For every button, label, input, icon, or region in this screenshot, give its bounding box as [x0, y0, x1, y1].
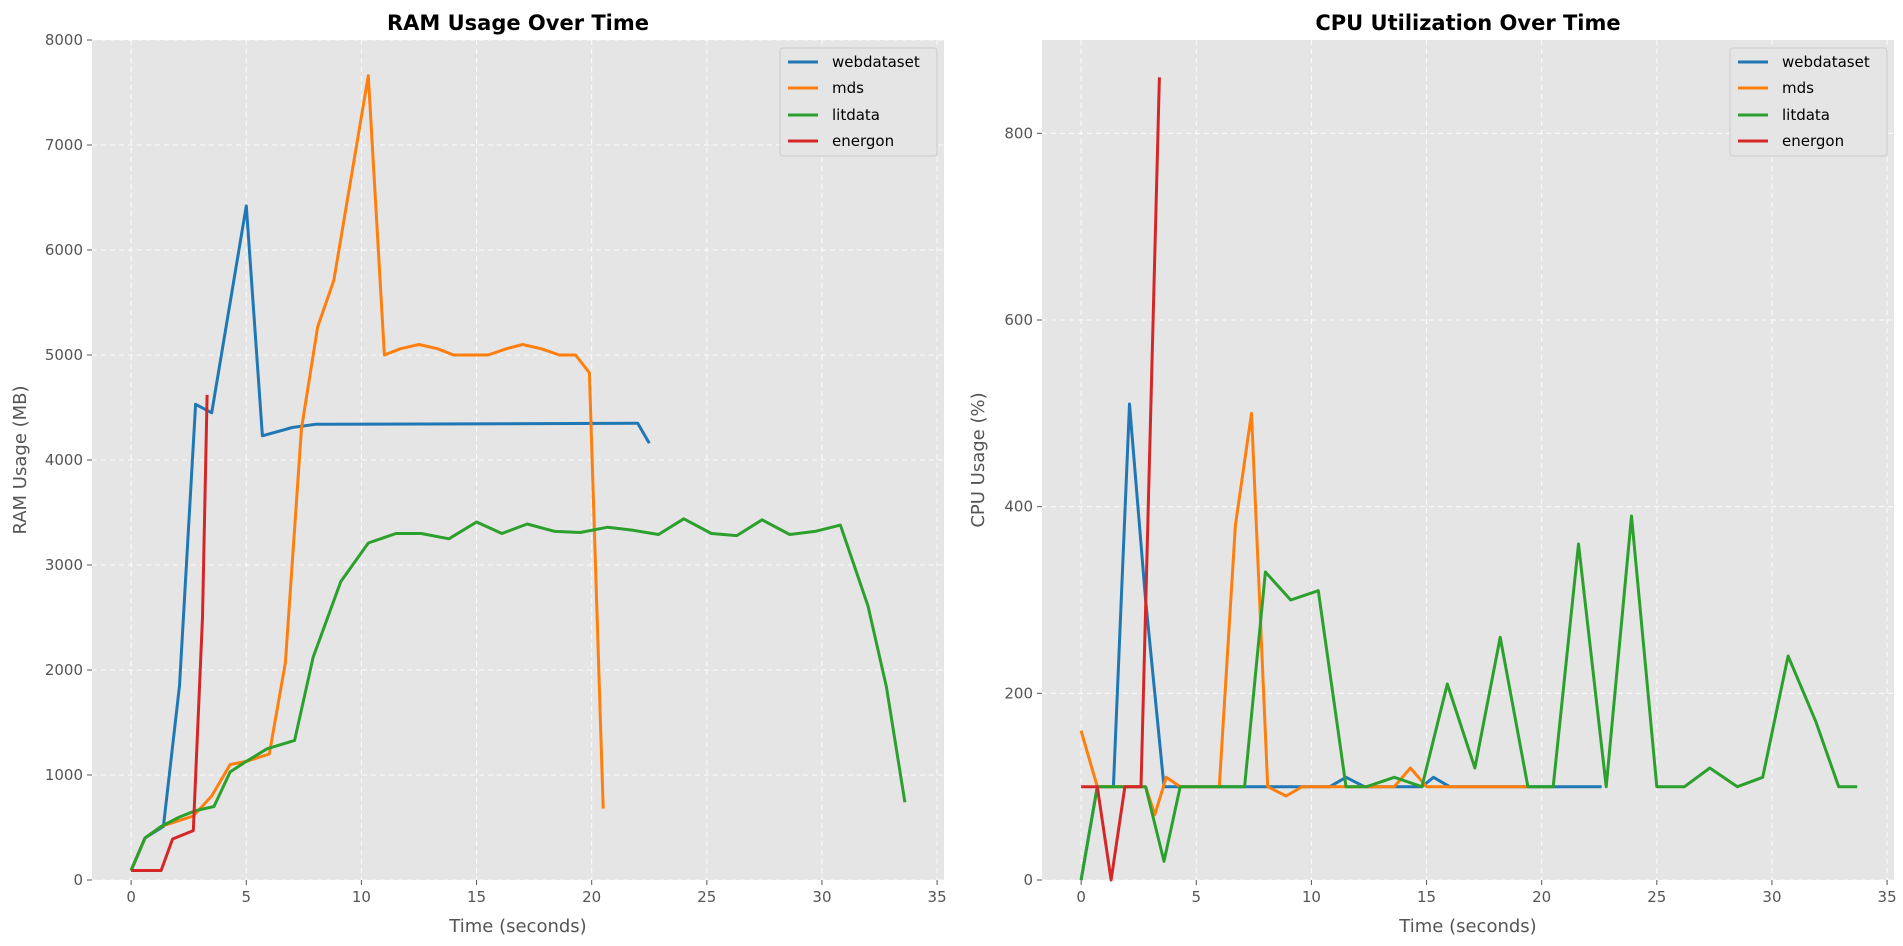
ram-series-line-energon: [131, 394, 209, 872]
cpu-x-tick-label: 30: [1762, 888, 1781, 906]
cpu-legend-label-webdataset: webdataset: [1782, 53, 1870, 71]
cpu-series-line-litdata: [1079, 514, 1858, 881]
cpu-legend-label-litdata: litdata: [1782, 106, 1830, 124]
cpu-y-tick-label: 0: [1023, 871, 1033, 889]
ram-y-tick-label: 2000: [45, 661, 83, 679]
ram-x-tick-label: 15: [467, 888, 486, 906]
cpu-grid: [1042, 40, 1894, 881]
ram-x-tick-label: 0: [126, 888, 136, 906]
cpu-y-tick-label: 400: [1004, 498, 1033, 516]
ram-legend-box: [779, 47, 938, 157]
ram-series-line-litdata: [129, 517, 907, 872]
ram-x-tick-label: 20: [582, 888, 601, 906]
cpu-plot-area: [1042, 40, 1894, 880]
ram-legend-label-energon: energon: [832, 132, 894, 150]
ram-grid: [92, 39, 944, 881]
cpu-y-tick-label: 200: [1004, 684, 1033, 702]
ram-chart-panel: 0 5 10 15 20 25 30 35 0 1000 2000 3000 4000 5000 6000 7…: [10, 11, 947, 937]
ram-legend-label-webdataset: webdataset: [832, 53, 920, 71]
ram-y-tick-label: 0: [73, 871, 83, 889]
cpu-x-tick-label: 0: [1076, 888, 1086, 906]
cpu-series-lines: [1079, 77, 1858, 882]
cpu-y-tick-label: 600: [1004, 311, 1033, 329]
ram-y-tick-label: 1000: [45, 766, 83, 784]
ram-x-tick-label: 25: [697, 888, 716, 906]
cpu-series-line-energon: [1081, 77, 1161, 882]
cpu-x-tick-label: 15: [1417, 888, 1436, 906]
ram-y-tick-label: 6000: [45, 241, 83, 259]
cpu-x-tick-label: 5: [1192, 888, 1202, 906]
cpu-chart-title: CPU Utilization Over Time: [1315, 11, 1620, 35]
ram-series-lines: [129, 74, 907, 872]
ram-x-tick-label: 5: [242, 888, 252, 906]
cpu-legend-label-energon: energon: [1782, 132, 1844, 150]
cpu-y-tick-label: 800: [1004, 124, 1033, 142]
ram-legend-label-mds: mds: [832, 79, 864, 97]
cpu-chart-panel: 0 5 10 15 20 25 30 35 0 200 400 600 800 CPU Utilizat…: [968, 11, 1897, 937]
ram-y-axis-label: RAM Usage (MB): [10, 385, 31, 534]
ram-ticks: 0 5 10 15 20 25 30 35 0 1000 2000 3000 4000 5000 6000 7…: [45, 31, 947, 906]
ram-x-tick-label: 30: [812, 888, 831, 906]
cpu-x-tick-label: 10: [1302, 888, 1321, 906]
cpu-legend-label-mds: mds: [1782, 79, 1814, 97]
ram-x-tick-label: 10: [352, 888, 371, 906]
ram-chart-title: RAM Usage Over Time: [387, 11, 649, 35]
ram-x-axis-label: Time (seconds): [448, 916, 586, 937]
ram-y-tick-label: 8000: [45, 31, 83, 49]
cpu-x-tick-label: 20: [1532, 888, 1551, 906]
cpu-x-tick-label: 35: [1878, 888, 1897, 906]
ram-legend: webdataset mds litdata energon: [779, 47, 938, 157]
ram-y-tick-label: 4000: [45, 451, 83, 469]
ram-series-line-mds: [129, 74, 605, 872]
cpu-legend-box: [1729, 47, 1888, 157]
ram-y-tick-label: 7000: [45, 136, 83, 154]
ram-legend-label-litdata: litdata: [832, 106, 880, 124]
cpu-y-axis-label: CPU Usage (%): [968, 392, 989, 527]
cpu-ticks: 0 5 10 15 20 25 30 35 0 200 400 600 800: [1004, 124, 1896, 906]
ram-y-tick-label: 5000: [45, 346, 83, 364]
cpu-x-tick-label: 25: [1647, 888, 1666, 906]
cpu-series-line-webdataset: [1079, 402, 1602, 881]
ram-y-tick-label: 3000: [45, 556, 83, 574]
cpu-legend: webdataset mds litdata energon: [1729, 47, 1888, 157]
ram-x-tick-label: 35: [928, 888, 947, 906]
cpu-x-axis-label: Time (seconds): [1398, 916, 1536, 937]
